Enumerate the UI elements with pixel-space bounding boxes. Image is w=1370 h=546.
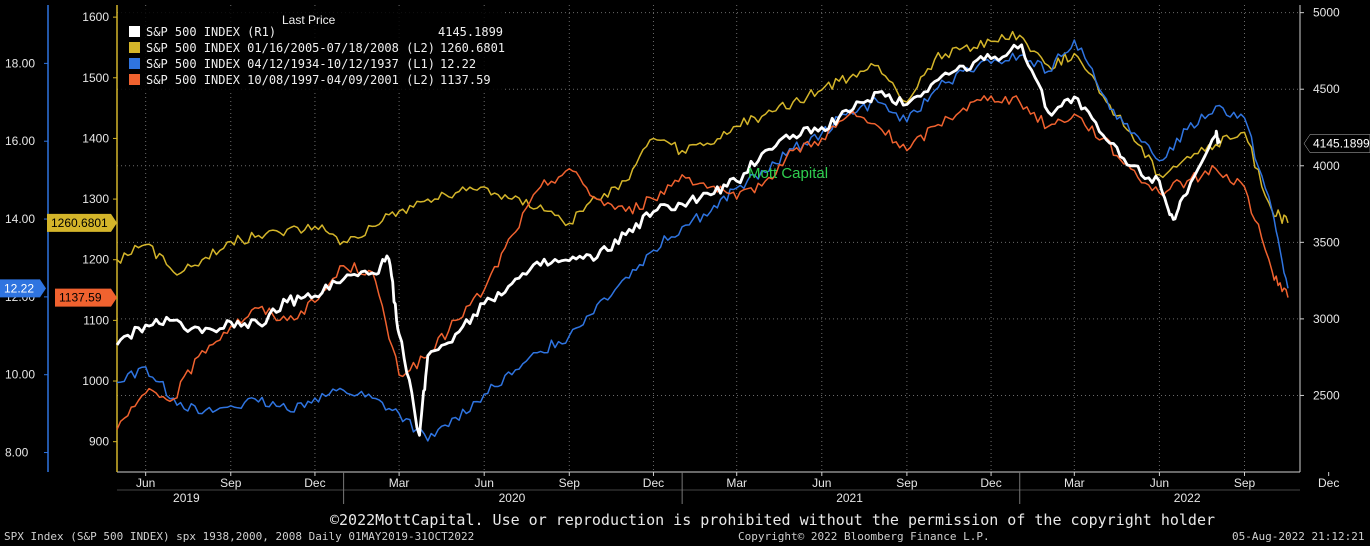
x-tick-label-0: Jun: [136, 476, 155, 490]
x-tick-label-1: Sep: [220, 476, 242, 490]
x-tick-label-10: Dec: [980, 476, 1001, 490]
r1-tick-label-4: 3000: [1313, 312, 1340, 326]
x-tick-label-11: Mar: [1064, 476, 1085, 490]
tag-l2-orange-text: 1137.59: [59, 291, 102, 305]
footer-timestamp: 05-Aug-2022 21:12:21: [1232, 530, 1365, 543]
legend-label-2: S&P 500 INDEX 04/12/1934-10/12/1937 (L1): [146, 57, 435, 71]
series-line-0: [115, 43, 1221, 437]
x-tick-label-13: Sep: [1234, 476, 1256, 490]
tag-l1-blue: 12.22: [0, 279, 46, 298]
footer-source: SPX Index (S&P 500 INDEX) spx 1938,2000,…: [4, 530, 475, 543]
legend-box: [121, 8, 502, 92]
legend-header: Last Price: [282, 13, 336, 27]
legend-value-3: 1137.59: [440, 73, 491, 87]
legend-swatch-1: [129, 42, 140, 53]
legend-value-2: 12.22: [440, 57, 476, 71]
series-line-1: [116, 30, 1289, 276]
x-year-label-3: 2022: [1174, 491, 1201, 505]
x-tick-label-3: Mar: [389, 476, 410, 490]
x-year-label-1: 2020: [499, 491, 526, 505]
last-value-tags: 4145.1899 1260.6801 12.22 1137.59: [0, 134, 1370, 307]
l2-tick-label-2: 1400: [82, 131, 109, 145]
series-line-2: [116, 39, 1289, 442]
legend-label-3: S&P 500 INDEX 10/08/1997-04/09/2001 (L2): [146, 73, 435, 87]
tag-r1-bg: [1303, 134, 1370, 153]
l2-tick-label-1: 1500: [82, 71, 109, 85]
tag-l2-orange: 1137.59: [55, 288, 117, 307]
copyright-note: ©2022MottCapital. Use or reproduction is…: [330, 511, 1216, 529]
r1-tick-label-2: 4000: [1313, 159, 1340, 173]
legend: Last Price S&P 500 INDEX (R1) 4145.1899S&…: [121, 8, 505, 92]
legend-label-1: S&P 500 INDEX 01/16/2005-07/18/2008 (L2): [146, 41, 435, 55]
tag-r1-text: 4145.1899: [1313, 137, 1370, 151]
r1-tick-label-5: 2500: [1313, 388, 1340, 402]
tag-l1-blue-text: 12.22: [4, 281, 34, 295]
r1-tick-label-3: 3500: [1313, 235, 1340, 249]
x-tick-label-5: Sep: [559, 476, 581, 490]
l1-tick-label-0: 18.00: [5, 56, 35, 70]
x-tick-label-12: Jun: [1150, 476, 1169, 490]
x-tick-label-8: Jun: [812, 476, 831, 490]
tag-l2-orange-bg: [55, 288, 117, 307]
l1-tick-label-4: 10.00: [5, 368, 35, 382]
legend-label-0: S&P 500 INDEX (R1): [146, 25, 276, 39]
tag-l2-yellow-bg: [47, 213, 117, 232]
legend-value-0: 4145.1899: [438, 25, 503, 39]
legend-swatch-0: [129, 26, 140, 37]
series-lines: [115, 30, 1289, 442]
l2-tick-label-7: 900: [89, 435, 109, 449]
axes: Jun Sep Dec Mar Jun Sep Dec Mar Jun Sep Dec Mar Jun S…: [5, 5, 1340, 505]
x-year-label-0: 2019: [173, 491, 200, 505]
l1-tick-label-1: 16.00: [5, 134, 35, 148]
l1-tick-label-5: 8.00: [5, 446, 29, 460]
x-tick-label-2: Dec: [304, 476, 325, 490]
tag-r1: 4145.1899: [1303, 134, 1370, 153]
tag-l2-yellow: 1260.6801: [47, 213, 117, 232]
tag-l1-blue-bg: [0, 279, 46, 298]
l2-tick-label-6: 1000: [82, 374, 109, 388]
legend-swatch-3: [129, 74, 140, 85]
x-tick-label-6: Dec: [643, 476, 664, 490]
l2-tick-label-4: 1200: [82, 253, 109, 267]
legend-value-1: 1260.6801: [440, 41, 505, 55]
x-tick-label-9: Sep: [896, 476, 918, 490]
l2-tick-label-5: 1100: [83, 313, 109, 327]
r1-tick-label-1: 4500: [1313, 82, 1340, 96]
l2-tick-label-3: 1300: [82, 192, 109, 206]
x-tick-label-7: Mar: [726, 476, 747, 490]
l2-tick-label-0: 1600: [82, 10, 109, 24]
x-year-label-2: 2021: [836, 491, 863, 505]
footer-copyright: Copyright© 2022 Bloomberg Finance L.P.: [738, 530, 990, 543]
series-line-3: [116, 95, 1289, 430]
annotation-label: Mott Capital: [748, 165, 828, 182]
x-tick-label-4: Jun: [475, 476, 494, 490]
tag-l2-yellow-text: 1260.6801: [51, 216, 108, 230]
x-tick-label-14: Dec: [1318, 476, 1339, 490]
l1-tick-label-2: 14.00: [5, 212, 35, 226]
legend-swatch-2: [129, 58, 140, 69]
r1-tick-label-0: 5000: [1313, 6, 1340, 20]
